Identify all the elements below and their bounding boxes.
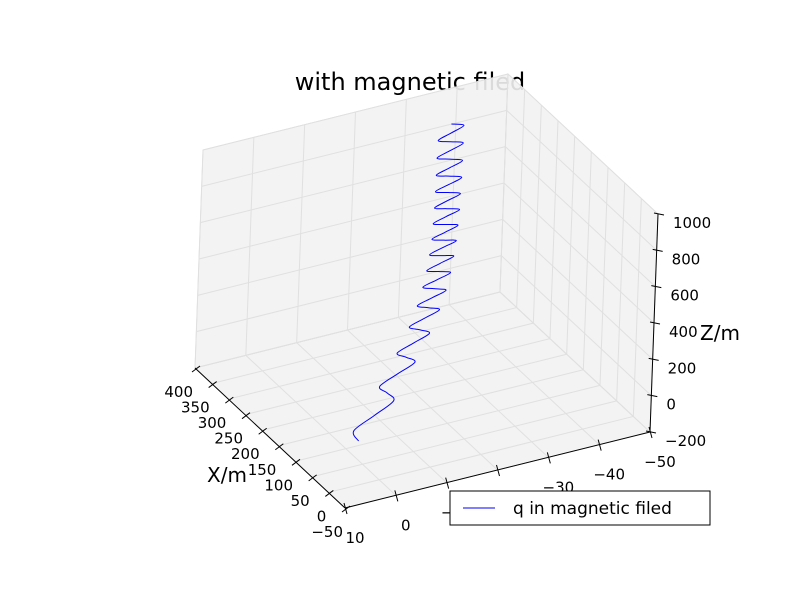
- grid-line: [347, 329, 498, 471]
- x-tick-label: 250: [214, 430, 243, 448]
- tick-mark: [225, 396, 234, 404]
- grid-line: [397, 316, 549, 458]
- grid-line: [245, 354, 397, 496]
- tick-mark: [208, 381, 217, 388]
- legend: q in magnetic filed: [449, 490, 711, 526]
- tick-mark: [241, 412, 251, 420]
- grid-line: [503, 182, 655, 324]
- x-axis-line: [194, 367, 346, 509]
- data-line: [352, 123, 465, 442]
- grid-line: [502, 218, 654, 360]
- x-tick-label: 400: [164, 383, 193, 401]
- x-tick-label: −50: [311, 523, 343, 541]
- grid-line: [194, 291, 501, 369]
- tick-mark: [496, 464, 500, 477]
- grid-line: [504, 146, 656, 288]
- tick-mark: [258, 427, 267, 435]
- grid-line: [197, 218, 503, 296]
- grid-line: [201, 109, 507, 187]
- tick-mark: [651, 285, 662, 289]
- grid-line: [202, 73, 509, 151]
- x-axis-label: X/m: [207, 463, 247, 487]
- z-tick-label: −200: [665, 432, 706, 450]
- axes-3d: [191, 73, 665, 515]
- grid-line: [448, 304, 600, 446]
- tick-mark: [647, 394, 658, 398]
- z-tick-label: 200: [668, 359, 697, 377]
- tick-mark: [445, 477, 450, 489]
- tick-mark: [653, 212, 665, 216]
- y-tick-label: 10: [345, 529, 364, 547]
- z-tick-label: 1000: [673, 214, 711, 232]
- tick-mark: [291, 458, 301, 466]
- x-tick-label: 50: [291, 492, 310, 510]
- tick-mark: [652, 248, 663, 252]
- tick-mark: [325, 490, 334, 497]
- tick-mark: [648, 357, 659, 361]
- x-tick-label: 0: [317, 507, 327, 525]
- z-tick-label: 0: [666, 396, 676, 414]
- z-tick-label: 600: [670, 287, 699, 305]
- y-tick-label: 0: [401, 516, 411, 534]
- grid-line: [296, 342, 448, 484]
- x-tick-label: 150: [248, 461, 277, 479]
- grid-line: [499, 291, 651, 433]
- tick-mark: [648, 426, 653, 439]
- tick-mark: [649, 321, 661, 325]
- grid-line: [196, 255, 502, 333]
- z-tick-label: 400: [669, 323, 698, 341]
- tick-mark: [645, 430, 657, 434]
- tick-mark: [275, 443, 284, 451]
- x-tick-label: 300: [198, 414, 227, 432]
- grid-line: [500, 255, 652, 397]
- tick-mark: [308, 474, 317, 482]
- grid-line: [198, 182, 505, 260]
- grid-line: [507, 73, 659, 215]
- tick-mark: [394, 490, 399, 502]
- x-tick-label: 200: [231, 445, 260, 463]
- y-tick-label: −40: [593, 466, 625, 484]
- x-tick-label: 100: [264, 476, 293, 494]
- tick-mark: [546, 452, 551, 464]
- x-tick-label: 350: [181, 399, 210, 417]
- z-tick-label: 800: [672, 250, 701, 268]
- grid-line: [506, 109, 658, 251]
- tick-mark: [191, 365, 201, 373]
- z-axis-label: Z/m: [700, 321, 740, 345]
- legend-label: q in magnetic filed: [513, 499, 672, 519]
- tick-mark: [597, 439, 602, 451]
- y-tick-label: −50: [644, 453, 676, 471]
- tick-mark: [343, 502, 348, 515]
